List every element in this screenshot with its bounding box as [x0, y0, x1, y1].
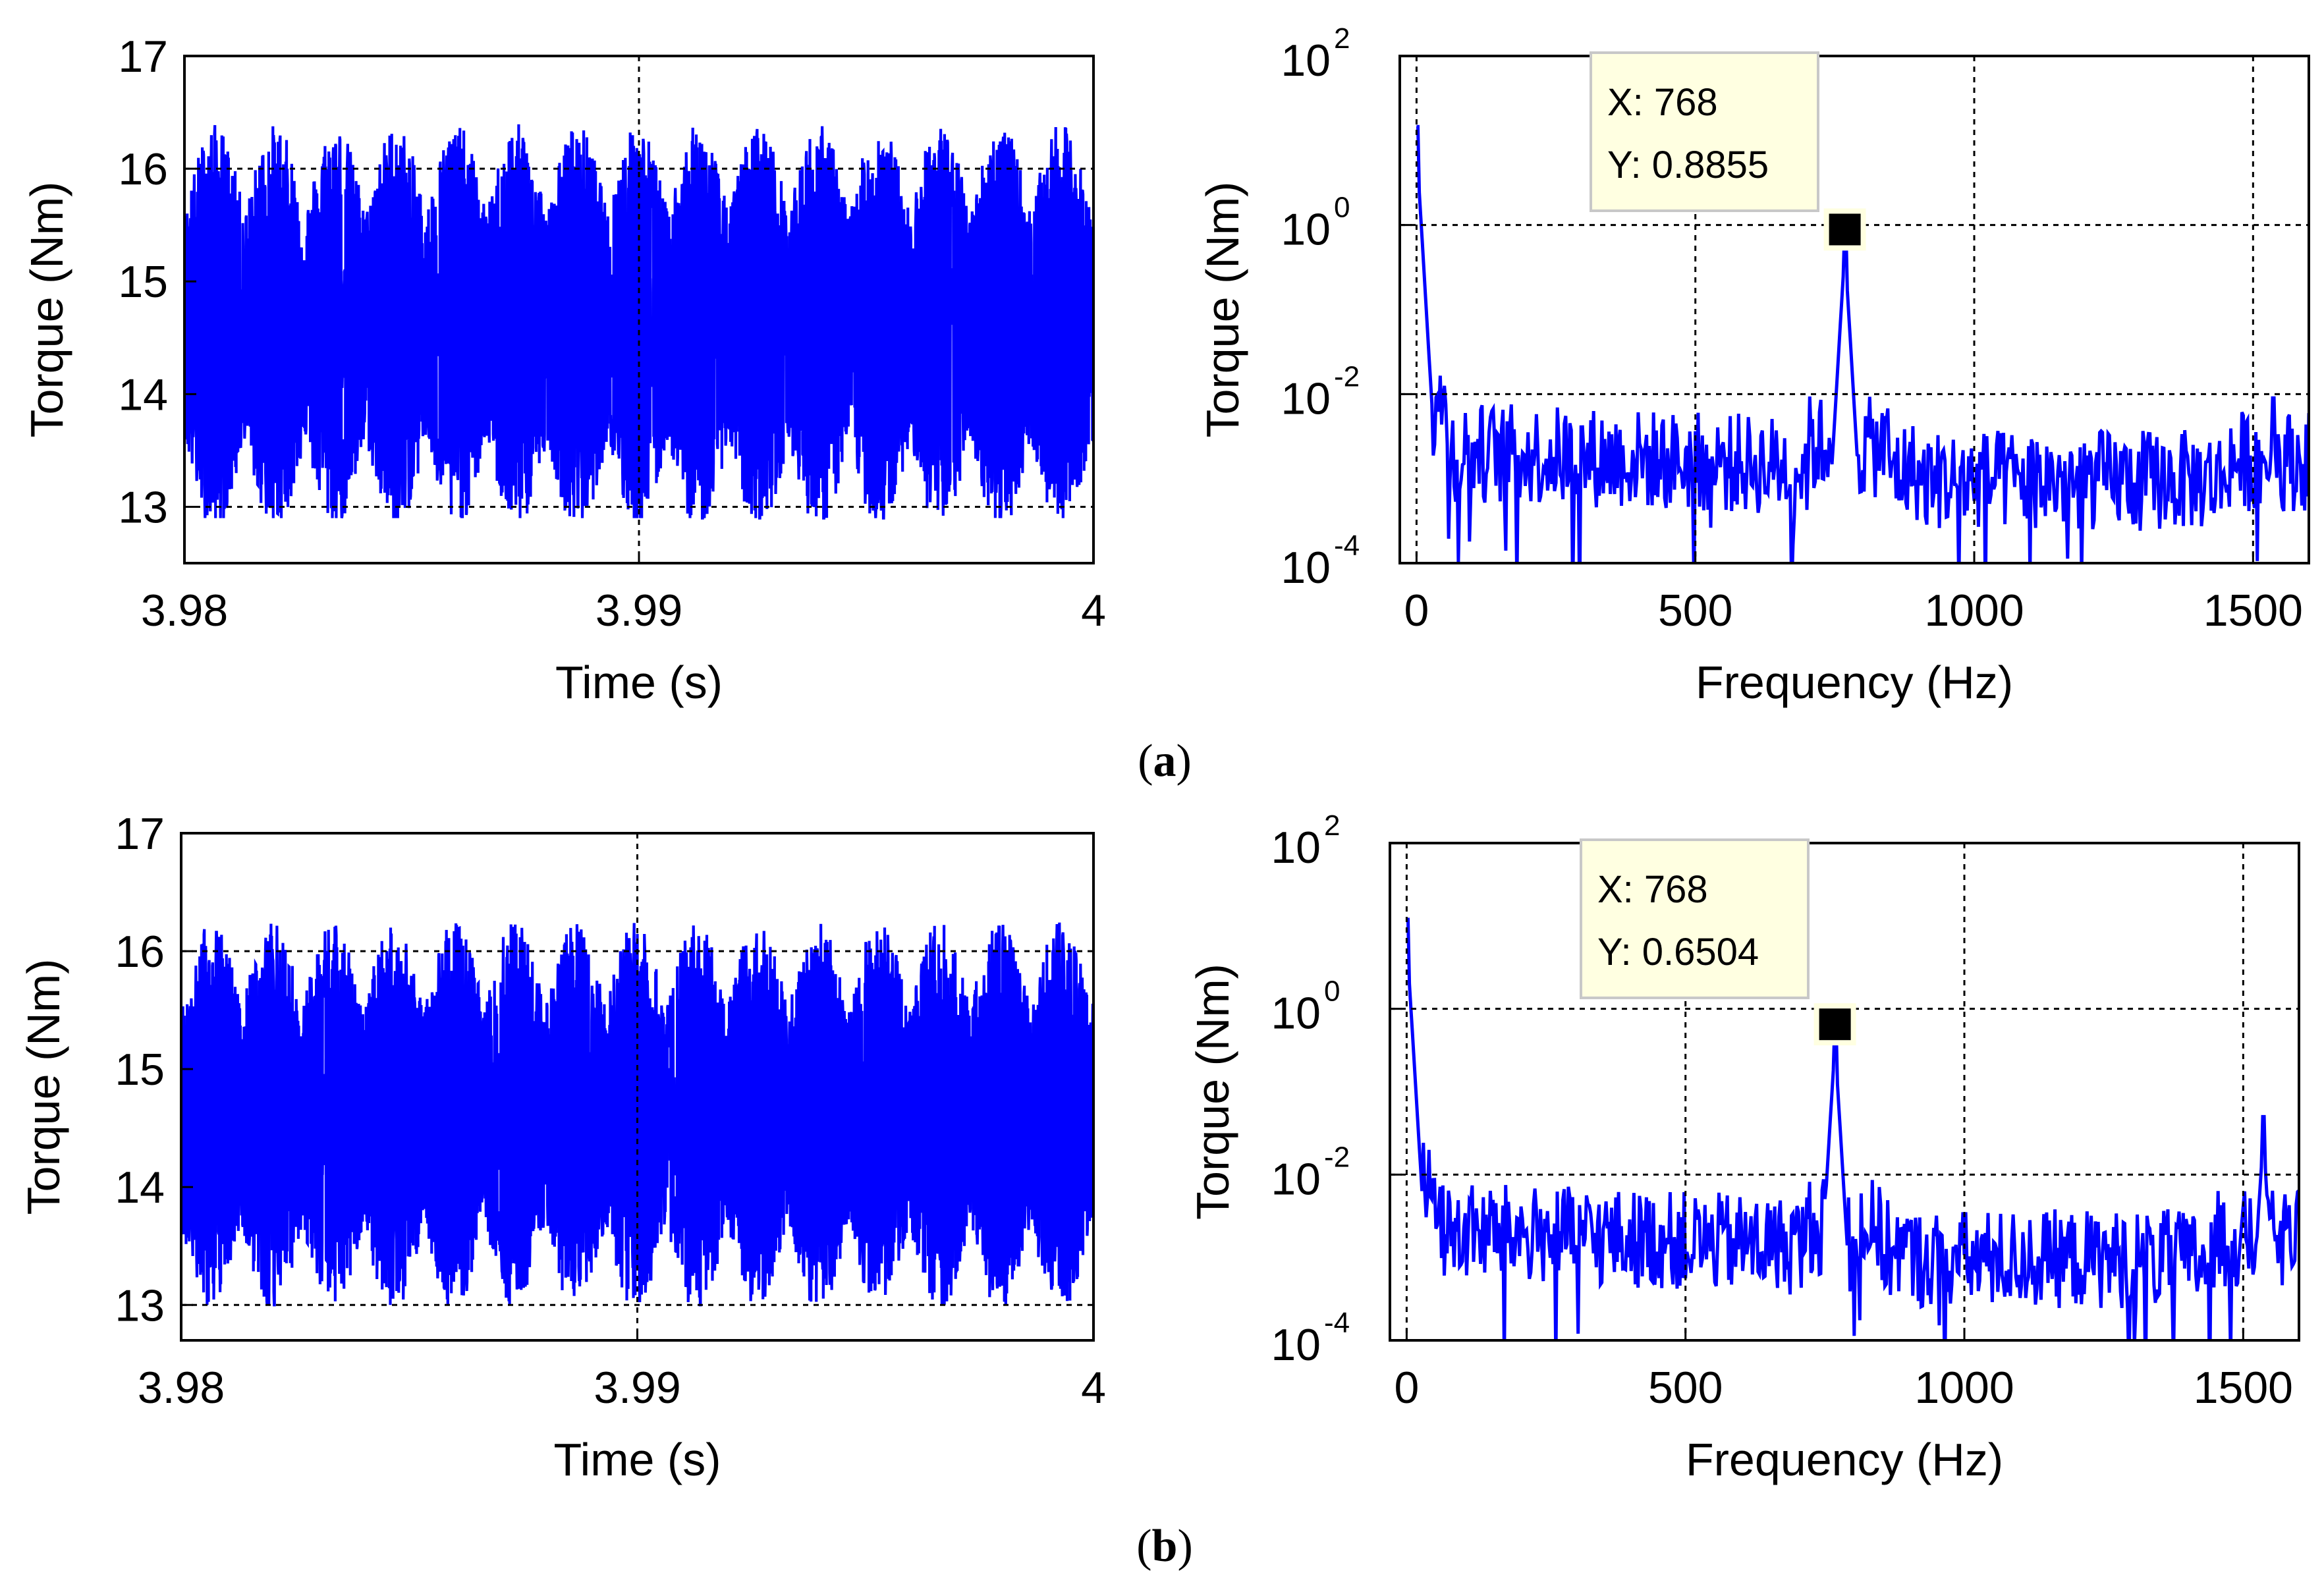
y-tick-label-base: 10 — [1271, 823, 1321, 873]
datatip-marker — [1819, 1008, 1851, 1041]
x-tick-label: 3.98 — [141, 586, 228, 636]
x-tick-label: 500 — [1658, 586, 1732, 636]
y-tick-label-base: 10 — [1281, 543, 1331, 593]
y-axis-label: Torque (Nm) — [18, 959, 69, 1215]
y-tick-label: 14 — [118, 370, 168, 420]
y-tick-label-exp: 0 — [1324, 975, 1340, 1008]
torque-series-line — [181, 922, 1093, 1307]
x-tick-label: 1000 — [1914, 1363, 2014, 1413]
axes-box — [1398, 55, 2310, 564]
y-tick-label-base: 10 — [1271, 989, 1321, 1039]
y-tick-label: 15 — [118, 257, 168, 307]
spectrum-series-line — [1406, 917, 2299, 1340]
y-tick-label: 14 — [115, 1163, 165, 1213]
datatip-box — [1580, 838, 1810, 999]
y-tick-label: 17 — [115, 809, 165, 859]
datatip-y-label: Y: 0.8855 — [1607, 144, 1769, 186]
y-tick-label-exp: 2 — [1334, 22, 1350, 55]
y-tick-label-exp: 2 — [1324, 809, 1340, 842]
y-tick-label-base: 10 — [1271, 1154, 1321, 1204]
y-tick-label-exp: 0 — [1334, 192, 1350, 224]
y-tick-label: 15 — [115, 1045, 165, 1095]
y-tick-label: 13 — [115, 1280, 165, 1330]
y-tick-label: 17 — [118, 32, 168, 82]
y-tick-label-exp: -2 — [1324, 1141, 1350, 1173]
x-tick-label: 1500 — [2203, 586, 2303, 636]
datatip-x-label: X: 768 — [1607, 81, 1718, 124]
datatip-box — [1590, 51, 1819, 212]
y-tick-label: 16 — [115, 927, 165, 977]
y-tick-label-exp: -4 — [1324, 1307, 1350, 1339]
y-tick-label: 16 — [118, 144, 168, 194]
x-tick-label: 1000 — [1924, 586, 2024, 636]
x-tick-label: 0 — [1394, 1363, 1419, 1413]
chart-b-time: 3.98 3.99 4 13 14 15 16 17 Time (s) Torque (Nm) — [18, 809, 1106, 1485]
axes-box — [1389, 842, 2300, 1342]
y-tick-label-base: 10 — [1281, 373, 1331, 424]
datatip-marker — [1829, 213, 1861, 246]
y-tick-label-exp: -2 — [1334, 360, 1360, 393]
x-tick-label: 3.98 — [138, 1363, 225, 1413]
y-axis-label: Torque (Nm) — [21, 182, 72, 438]
datatip-x-label: X: 768 — [1597, 868, 1708, 911]
y-tick-label-exp: -4 — [1334, 530, 1360, 562]
caption-b: (b) — [1136, 1521, 1193, 1572]
x-axis-label: Time (s) — [553, 1434, 721, 1485]
x-axis-label: Frequency (Hz) — [1686, 1434, 2003, 1485]
y-tick-label-base: 10 — [1281, 36, 1331, 86]
y-axis-label: Torque (Nm) — [1187, 964, 1238, 1220]
x-tick-label: 4 — [1081, 586, 1106, 636]
x-axis-label: Time (s) — [555, 657, 723, 708]
x-tick-label: 3.99 — [595, 586, 682, 636]
x-axis-label: Frequency (Hz) — [1696, 657, 2013, 708]
spectrum-series-line — [1416, 124, 2309, 563]
y-tick-label-base: 10 — [1271, 1320, 1321, 1370]
chart-a-time: 3.98 3.99 4 13 14 15 16 17 Time (s) Torque (Nm) — [21, 32, 1106, 708]
y-tick-label: 13 — [118, 482, 168, 532]
x-tick-label: 3.99 — [594, 1363, 680, 1413]
x-tick-label: 1500 — [2194, 1363, 2293, 1413]
x-tick-label: 4 — [1081, 1363, 1106, 1413]
x-tick-label: 500 — [1648, 1363, 1723, 1413]
datatip-y-label: Y: 0.6504 — [1597, 931, 1759, 973]
caption-a: (a) — [1138, 736, 1192, 786]
x-tick-label: 0 — [1404, 586, 1429, 636]
y-tick-label-base: 10 — [1281, 205, 1331, 255]
y-axis-label: Torque (Nm) — [1197, 182, 1248, 438]
